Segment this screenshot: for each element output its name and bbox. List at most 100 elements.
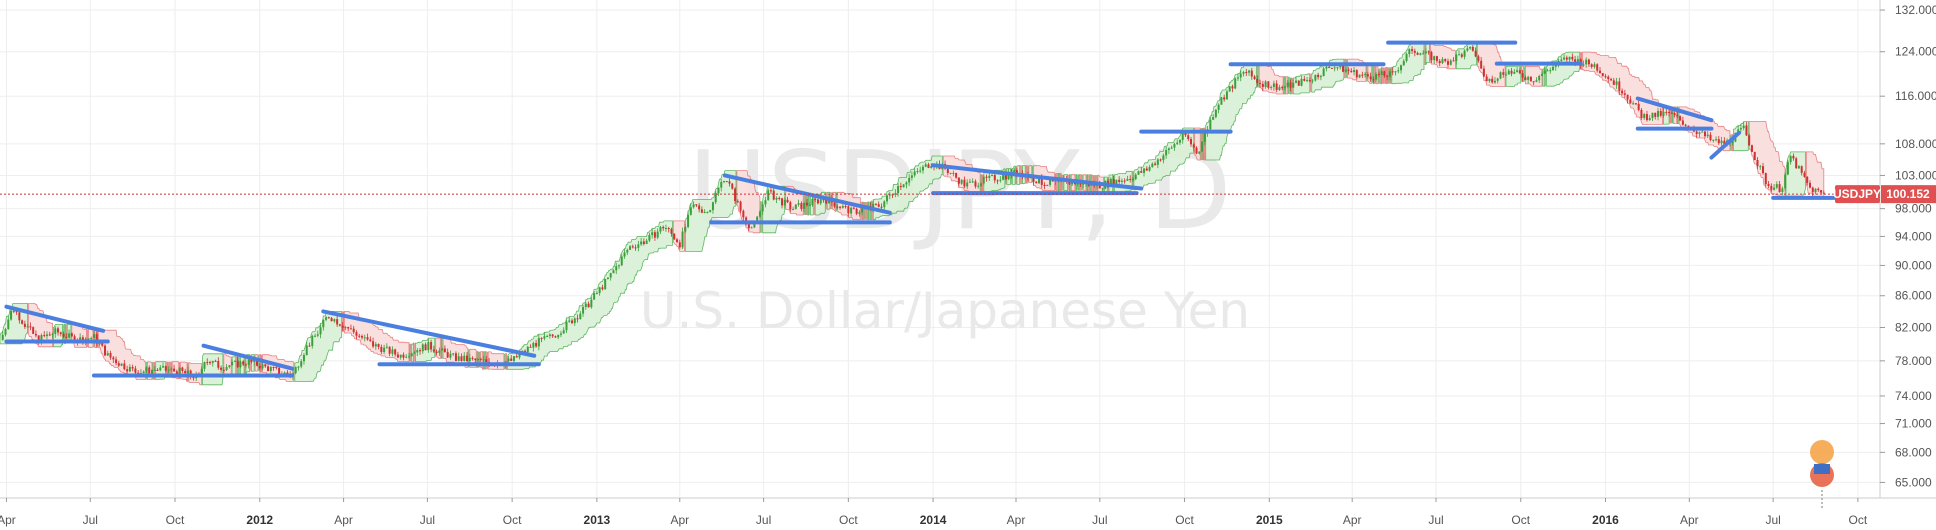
candle-body	[1038, 177, 1041, 184]
candle-body	[681, 231, 684, 248]
candle	[1118, 176, 1121, 185]
trendline	[1709, 130, 1742, 160]
candle-body	[1723, 140, 1726, 145]
candle	[366, 333, 369, 341]
candle-body	[1715, 139, 1718, 141]
candle	[391, 346, 394, 357]
candle	[322, 319, 325, 331]
candle	[883, 200, 886, 211]
candle	[700, 206, 703, 214]
candle-body	[1762, 166, 1765, 174]
candle	[314, 333, 317, 338]
candle-body	[1756, 159, 1759, 167]
candle	[1742, 122, 1745, 131]
candle	[1159, 158, 1162, 162]
candle-body	[1259, 83, 1262, 85]
candle-body	[546, 336, 549, 338]
candle-body	[1297, 80, 1300, 86]
candle-body	[1518, 70, 1521, 74]
candle	[374, 341, 377, 350]
candle	[1101, 187, 1104, 192]
candle	[380, 344, 383, 355]
candle	[131, 364, 134, 372]
candle-body	[814, 198, 817, 200]
candle-body	[1032, 176, 1035, 182]
candle-body	[463, 355, 466, 361]
candle	[1460, 52, 1463, 59]
candle	[717, 187, 720, 196]
candle	[1546, 68, 1549, 72]
candle-body	[1797, 166, 1800, 169]
candle	[1353, 67, 1356, 76]
candle	[590, 296, 593, 309]
candle	[162, 362, 165, 368]
y-tick-label: 124.000	[1895, 45, 1936, 59]
candle	[1565, 55, 1568, 63]
candle	[1201, 141, 1204, 153]
candle-body	[1701, 131, 1704, 133]
candle	[629, 244, 632, 250]
candle-body	[300, 361, 303, 367]
candle-body	[781, 198, 784, 206]
candle-body	[1148, 167, 1151, 171]
candle-body	[999, 179, 1002, 181]
candle	[598, 286, 601, 296]
candle	[1593, 62, 1596, 69]
candle-body	[128, 366, 131, 372]
candle	[1306, 77, 1309, 83]
candle	[957, 177, 960, 187]
candle-body	[1007, 172, 1010, 180]
candle	[1789, 155, 1792, 165]
trendlines[interactable]	[4, 40, 1836, 378]
candle-body	[1411, 49, 1414, 51]
candle	[1165, 146, 1168, 159]
candle	[1438, 58, 1441, 67]
candle	[1806, 176, 1809, 186]
candle-body	[1002, 175, 1005, 180]
candle-body	[1319, 76, 1322, 78]
candle-body	[109, 353, 112, 358]
candle	[1529, 75, 1532, 82]
candle	[1422, 50, 1425, 55]
candle	[1739, 124, 1742, 132]
candle	[1756, 157, 1759, 170]
candle	[1474, 47, 1477, 58]
candle-body	[250, 359, 253, 362]
candle	[413, 350, 416, 355]
candle-body	[606, 277, 609, 280]
candle	[1391, 67, 1394, 76]
candle-body	[1471, 46, 1474, 51]
candle-body	[156, 369, 159, 371]
x-tick-label: Apr	[0, 513, 16, 527]
candle	[546, 334, 549, 338]
candle-body	[769, 190, 772, 192]
candle-body	[1242, 72, 1245, 74]
candle-body	[874, 203, 877, 205]
candle-body	[946, 168, 949, 174]
candle-body	[1353, 70, 1356, 73]
candle-body	[369, 339, 372, 342]
candle	[877, 201, 880, 208]
candle	[477, 357, 480, 362]
candle	[26, 323, 29, 328]
candle-body	[709, 210, 712, 212]
candle-body	[1154, 163, 1157, 165]
candle-body	[1634, 103, 1637, 105]
candle-body	[966, 182, 969, 187]
cloud-band-down	[1582, 51, 1663, 125]
candle-body	[1303, 78, 1306, 81]
candle	[1571, 53, 1574, 61]
candle-body	[825, 199, 828, 204]
candle-body	[1458, 54, 1461, 56]
candle	[1596, 63, 1599, 73]
candle	[584, 301, 587, 310]
candle-body	[206, 362, 209, 364]
candle-body	[595, 292, 598, 294]
candle-body	[711, 202, 714, 211]
candle-body	[1712, 139, 1715, 141]
candle	[960, 179, 963, 185]
candle-body	[1540, 73, 1543, 77]
candle	[620, 254, 623, 267]
